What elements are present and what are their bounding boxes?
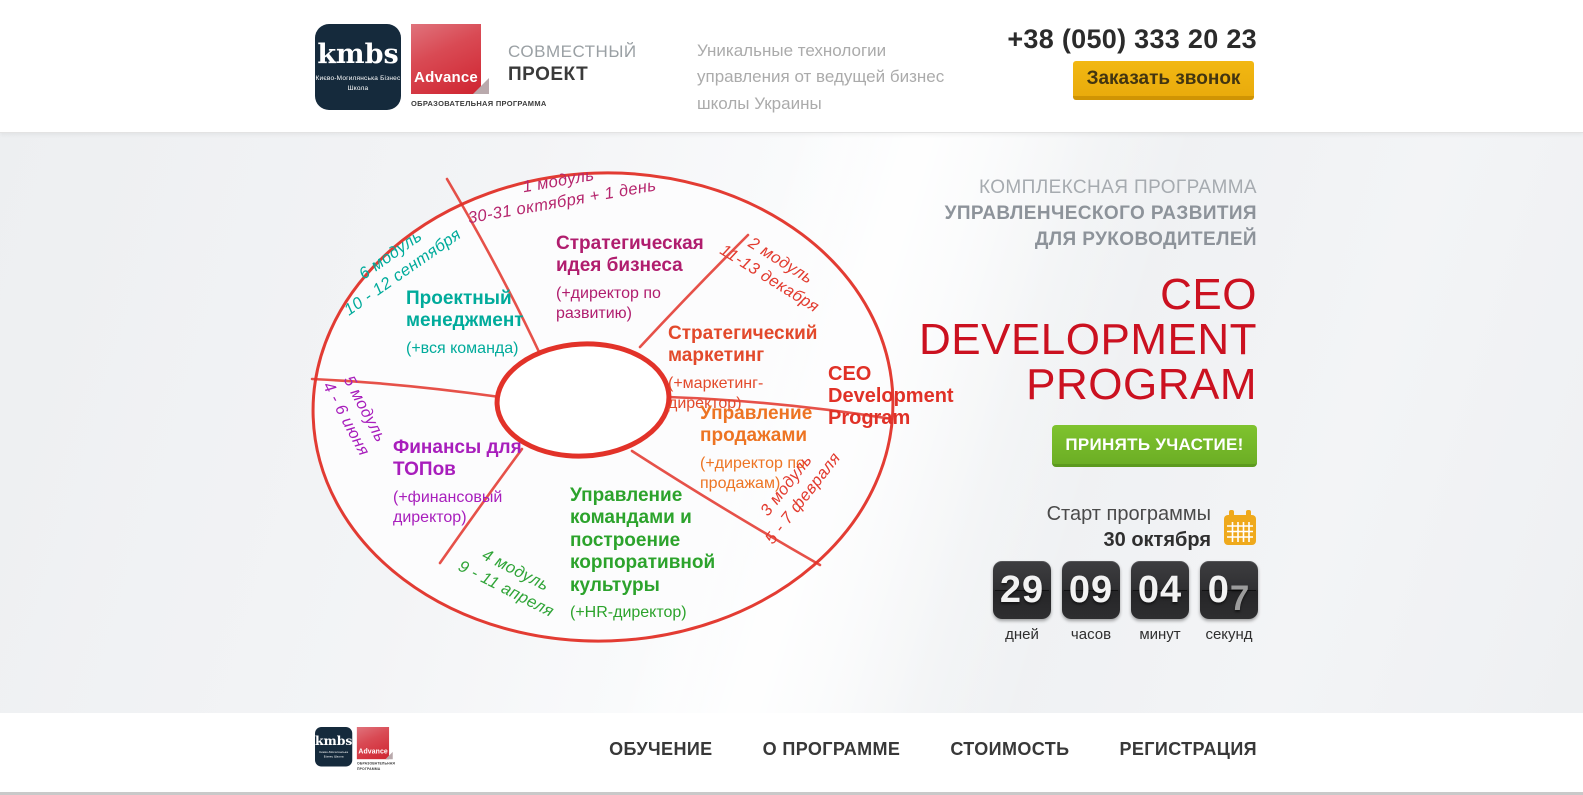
countdown-hours: 0 9 часов (1062, 561, 1120, 643)
hero-section: CEO Development Program Стратегическая и… (0, 133, 1583, 713)
sector-strategic-idea: Стратегическая идея бизнеса (+директор п… (556, 233, 708, 324)
advance-logo-text: Advance (358, 747, 388, 756)
flip-card: 0 4 (1131, 561, 1189, 619)
center-line1: CEO (828, 363, 872, 385)
sector-finance: Финансы для ТОПов (+финансовый директор) (393, 437, 535, 528)
request-call-button[interactable]: Заказать звонок (1073, 61, 1254, 100)
advance-logo-box: Advance (357, 727, 393, 760)
countdown-seconds: 0 7 секунд (1200, 561, 1258, 643)
subtitle-line2: УПРАВЛЕНЧЕСКОГО РАЗВИТИЯ (944, 203, 1257, 225)
sector-title: Финансы для ТОПов (393, 437, 522, 481)
program-title: CEO DEVELOPMENT PROGRAM (918, 270, 1257, 409)
countdown-label: дней (1005, 626, 1039, 643)
sector-title: Стратегический маркетинг (668, 323, 818, 367)
sector-subtitle: (+директор по продажам) (700, 454, 805, 492)
sector-title: Стратегическая идея бизнеса (556, 233, 704, 277)
countdown-minutes: 0 4 минут (1131, 561, 1189, 643)
wheel-center-label: CEO Development Program (828, 363, 954, 429)
footer-logos: kmbs Києво-Могилянська Бізнес Школа Adva… (315, 727, 485, 779)
bottom-strip (0, 792, 1583, 795)
advance-logo-box: Advance (411, 24, 489, 94)
sector-title: Управление продажами (700, 403, 813, 447)
digit: 2 (999, 569, 1022, 611)
subtitle-line1: КОМПЛЕКСНАЯ ПРОГРАММА (978, 177, 1257, 198)
nav-item-training[interactable]: ОБУЧЕНИЕ (609, 739, 713, 759)
program-wheel-diagram: CEO Development Program Стратегическая и… (300, 151, 954, 681)
advance-logo-small: Advance ОБРАЗОВАТЕЛЬНАЯ ПРОГРАММА (357, 727, 397, 772)
sector-strategic-marketing: Стратегический маркетинг (+маркетинг-дир… (668, 323, 836, 414)
sector-subtitle: (+финансовый директор) (393, 488, 503, 526)
digit: 0 (1207, 569, 1230, 611)
sector-project-management: Проектный менеджмент (+вся команда) (406, 288, 528, 359)
flip-card: 2 9 (993, 561, 1051, 619)
sector-subtitle: (+маркетинг-директор) (668, 374, 764, 412)
header-logos: kmbs Києво-Могилянська Бізнес Школа Adva… (315, 24, 547, 110)
digit: 9 (1022, 569, 1045, 611)
countdown-days: 2 9 дней (993, 561, 1051, 643)
digit: 0 (1068, 569, 1091, 611)
nav-item-price[interactable]: СТОИМОСТЬ (950, 739, 1070, 759)
header: kmbs Києво-Могилянська Бізнес Школа Adva… (0, 0, 1583, 133)
footer-navigation: ОБУЧЕНИЕ О ПРОГРАММЕ СТОИМОСТЬ РЕГИСТРАЦ… (609, 739, 1257, 760)
kmbs-logo-text: kmbs (315, 734, 353, 749)
kmbs-logo-subtitle: Києво-Могилянська Бізнес Школа (319, 750, 349, 759)
joint-line2: ПРОЕКТ (508, 64, 589, 85)
flip-card: 0 7 (1200, 561, 1258, 619)
countdown-label: минут (1139, 626, 1181, 643)
sector-sales-management: Управление продажами (+директор по прода… (700, 403, 825, 494)
program-start-block: Старт программы 30 октября (1047, 501, 1257, 553)
sector-subtitle: (+директор по развитию) (556, 284, 661, 322)
program-subtitle: КОМПЛЕКСНАЯ ПРОГРАММА УПРАВЛЕНЧЕСКОГО РА… (945, 175, 1257, 254)
nav-item-about[interactable]: О ПРОГРАММЕ (762, 739, 901, 759)
calendar-icon (1224, 509, 1256, 545)
sector-subtitle: (+вся команда) (406, 339, 519, 357)
advance-logo: Advance ОБРАЗОВАТЕЛЬНАЯ ПРОГРАММА (411, 24, 547, 110)
advance-logo-subtitle: ОБРАЗОВАТЕЛЬНАЯ ПРОГРАММА (411, 99, 547, 108)
start-label: Старт программы (1046, 503, 1211, 525)
kmbs-logo-text: kmbs (317, 39, 399, 71)
title-line2: DEVELOPMENT (918, 314, 1257, 364)
sector-subtitle: (+HR-директор) (570, 604, 687, 622)
advance-logo-fold (473, 78, 489, 94)
sector-title: Проектный менеджмент (406, 288, 524, 332)
joint-project-label: СОВМЕСТНЫЙ ПРОЕКТ (508, 42, 637, 86)
sector-title: Управление командами и построение корпор… (570, 485, 716, 596)
kmbs-logo-subtitle: Києво-Могилянська Бізнес Школа (315, 75, 401, 92)
wheel-sketch (310, 171, 895, 643)
flip-card: 0 9 (1062, 561, 1120, 619)
sector-team-management: Управление командами и построение корпор… (570, 485, 720, 623)
title-line1: CEO (1160, 270, 1257, 319)
advance-logo-text: Advance (414, 69, 478, 86)
digit-flipping: 7 (1229, 578, 1251, 618)
digit: 9 (1091, 569, 1114, 611)
countdown-timer: 2 9 дней 0 9 часов 0 4 минут 0 7 секунд (993, 561, 1258, 643)
countdown-label: секунд (1205, 626, 1253, 643)
kmbs-logo-small: kmbs Києво-Могилянська Бізнес Школа (315, 727, 353, 767)
start-date: 30 октября (1103, 529, 1211, 551)
footer: kmbs Києво-Могилянська Бізнес Школа Adva… (0, 713, 1583, 792)
participate-button[interactable]: ПРИНЯТЬ УЧАСТИЕ! (1052, 425, 1257, 467)
nav-item-registration[interactable]: РЕГИСТРАЦИЯ (1119, 739, 1257, 759)
countdown-label: часов (1070, 626, 1112, 643)
digit: 0 (1137, 569, 1160, 611)
center-line3: Program (828, 407, 911, 429)
center-line2: Development (828, 385, 954, 407)
digit: 4 (1160, 569, 1183, 611)
joint-line1: СОВМЕСТНЫЙ (508, 42, 637, 61)
advance-logo-fold (385, 751, 393, 760)
title-line3: PROGRAM (1026, 359, 1257, 409)
subtitle-line3: ДЛЯ РУКОВОДИТЕЛЕЙ (1034, 229, 1257, 251)
phone-number: +38 (050) 333 20 23 (1007, 24, 1257, 54)
header-tagline: Уникальные технологии управления от веду… (697, 41, 945, 113)
advance-logo-subtitle: ОБРАЗОВАТЕЛЬНАЯ ПРОГРАММА (357, 761, 395, 771)
kmbs-logo: kmbs Києво-Могилянська Бізнес Школа (315, 24, 401, 110)
